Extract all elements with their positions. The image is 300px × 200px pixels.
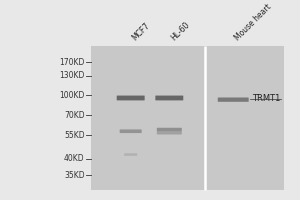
Text: 35KD: 35KD bbox=[64, 171, 85, 180]
Text: HL-60: HL-60 bbox=[169, 20, 191, 42]
Text: 170KD: 170KD bbox=[59, 58, 85, 67]
Text: Mouse heart: Mouse heart bbox=[233, 2, 273, 42]
Text: 70KD: 70KD bbox=[64, 111, 85, 120]
FancyBboxPatch shape bbox=[157, 128, 182, 131]
Bar bbox=[91, 46, 284, 190]
Text: 130KD: 130KD bbox=[59, 71, 85, 80]
FancyBboxPatch shape bbox=[117, 96, 145, 100]
Text: 40KD: 40KD bbox=[64, 154, 85, 163]
Text: 55KD: 55KD bbox=[64, 131, 85, 140]
FancyBboxPatch shape bbox=[124, 153, 137, 156]
FancyBboxPatch shape bbox=[120, 129, 142, 133]
Text: MCF7: MCF7 bbox=[131, 21, 152, 42]
Text: TRMT1: TRMT1 bbox=[253, 94, 281, 103]
FancyBboxPatch shape bbox=[157, 131, 182, 134]
FancyBboxPatch shape bbox=[155, 96, 183, 100]
FancyBboxPatch shape bbox=[218, 97, 249, 102]
Text: 100KD: 100KD bbox=[59, 91, 85, 100]
